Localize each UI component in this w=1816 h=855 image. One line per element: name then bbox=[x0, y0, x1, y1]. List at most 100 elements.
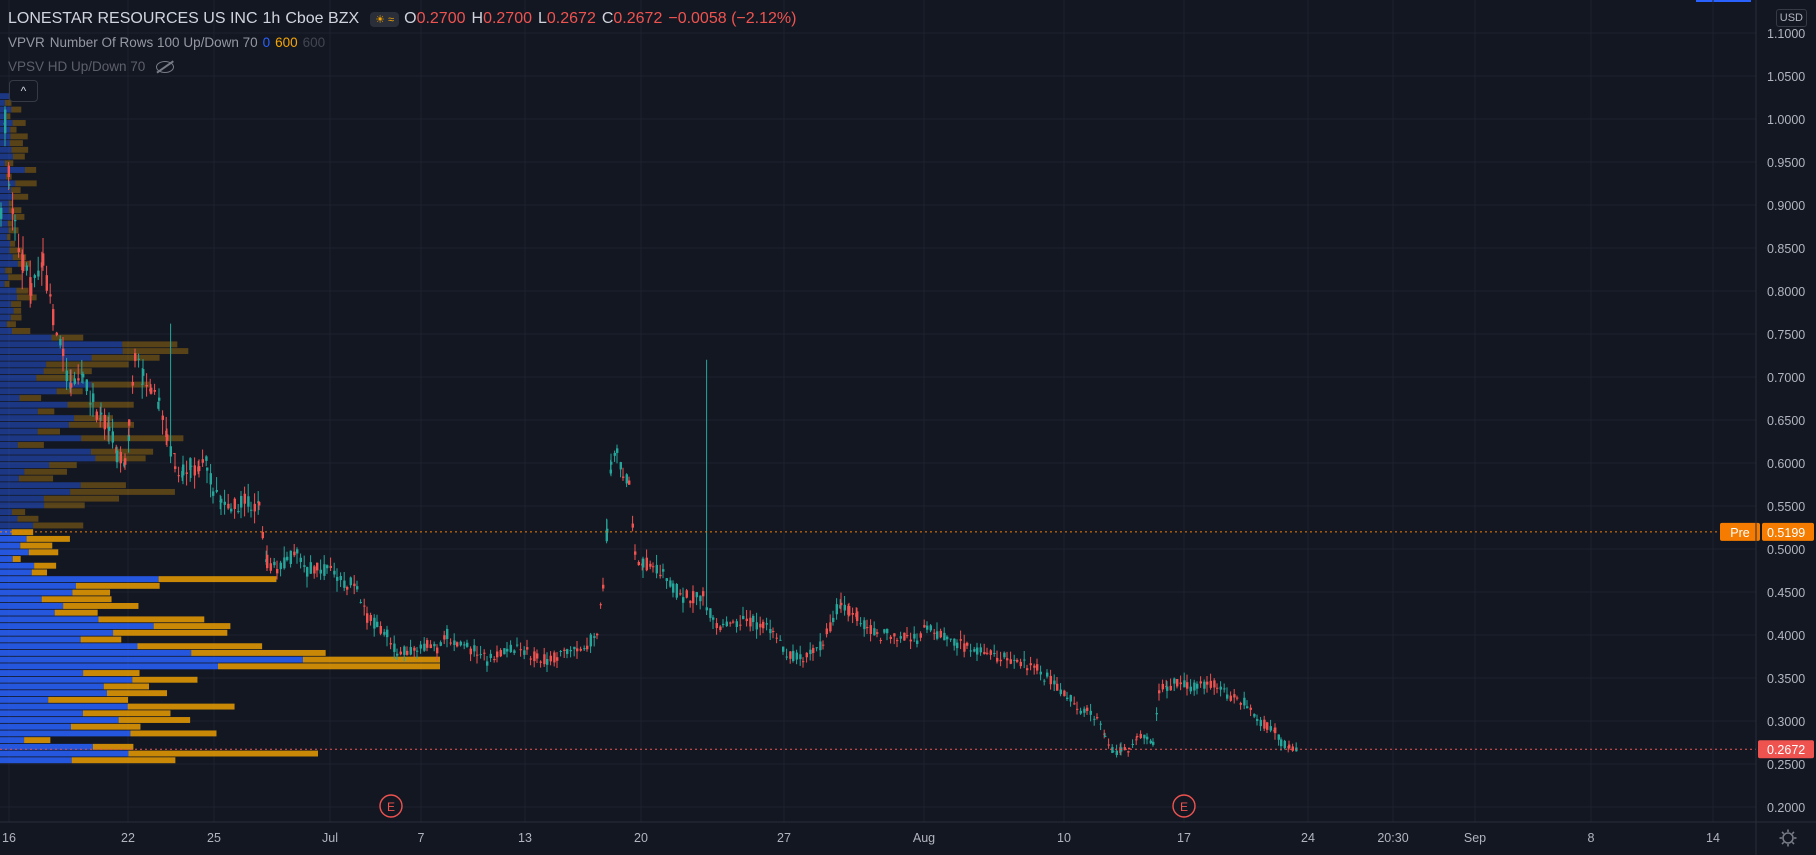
candle bbox=[476, 646, 479, 664]
candle-body bbox=[913, 633, 916, 639]
settings-gear-icon[interactable] bbox=[1779, 829, 1797, 847]
vp-up-bar bbox=[0, 730, 131, 737]
vp-down-bar bbox=[10, 314, 22, 321]
candle bbox=[55, 331, 58, 337]
candle-body bbox=[819, 641, 822, 651]
candle-body bbox=[25, 265, 28, 271]
eye-hidden-icon[interactable] bbox=[156, 60, 175, 73]
vpvr-value-up: 0 bbox=[262, 35, 271, 50]
time-tick-label: 8 bbox=[1588, 831, 1595, 845]
candle bbox=[1206, 676, 1209, 693]
candle-body bbox=[613, 452, 616, 456]
candle-body bbox=[82, 374, 85, 378]
candle-body bbox=[1229, 695, 1232, 701]
candle-body bbox=[233, 498, 236, 509]
price-tick-label: 0.6000 bbox=[1767, 457, 1805, 471]
candle-body bbox=[715, 623, 718, 629]
candle-body bbox=[333, 570, 336, 575]
candle bbox=[1036, 658, 1039, 675]
vp-up-bar bbox=[0, 421, 69, 428]
candle-body bbox=[735, 621, 738, 627]
vp-up-bar bbox=[0, 180, 16, 187]
candle-body bbox=[966, 642, 969, 646]
candle-body bbox=[1219, 686, 1222, 690]
vpsv-legend[interactable]: VPSV HD Up/Down 70 bbox=[8, 59, 179, 74]
candle-body bbox=[899, 636, 902, 639]
candle bbox=[516, 637, 519, 648]
vp-up-bar bbox=[0, 455, 96, 462]
vpvr-legend[interactable]: VPVR Number Of Rows 100 Up/Down 70 0 600… bbox=[8, 35, 330, 50]
candle-body bbox=[349, 577, 352, 586]
price-axis[interactable]: 1.1000 1.0500 1.0000 0.9500 0.9000 0.8500 0.80… bbox=[1755, 0, 1805, 855]
candle-body bbox=[625, 474, 628, 484]
candle-body bbox=[983, 651, 986, 655]
candle-body bbox=[150, 387, 153, 394]
vp-down-bar bbox=[103, 683, 150, 690]
candle-body bbox=[1063, 690, 1066, 696]
candle bbox=[399, 646, 402, 656]
candle bbox=[606, 519, 609, 542]
candle bbox=[379, 621, 382, 636]
candle-body bbox=[409, 647, 412, 655]
candle bbox=[406, 646, 409, 656]
candle bbox=[185, 460, 188, 486]
candle bbox=[261, 526, 264, 540]
candle-body bbox=[956, 642, 959, 649]
vp-up-bar bbox=[0, 354, 92, 361]
candle bbox=[655, 554, 658, 579]
candle bbox=[1136, 733, 1139, 739]
candle bbox=[25, 262, 28, 276]
candle-body bbox=[1209, 680, 1212, 688]
interval[interactable]: 1h bbox=[262, 10, 281, 27]
candle bbox=[103, 408, 106, 440]
candle-body bbox=[37, 270, 40, 277]
time-tick-label: 24 bbox=[1301, 831, 1315, 845]
candle-body bbox=[973, 649, 976, 652]
candle-body bbox=[476, 654, 479, 656]
candle bbox=[573, 646, 576, 657]
candle-body bbox=[631, 523, 634, 528]
candle-body bbox=[859, 623, 862, 625]
vp-up-bar bbox=[0, 482, 81, 489]
candle-body bbox=[949, 638, 952, 640]
candle bbox=[309, 555, 312, 574]
vp-up-bar bbox=[0, 442, 18, 448]
candle-body bbox=[943, 632, 946, 641]
vp-up-bar bbox=[0, 448, 91, 455]
vp-down-bar bbox=[56, 388, 83, 395]
price-tick-label: 0.5500 bbox=[1767, 500, 1805, 514]
price-tick-label: 0.5000 bbox=[1767, 543, 1805, 557]
candle bbox=[583, 645, 586, 651]
vp-up-bar bbox=[0, 582, 76, 589]
candle-body bbox=[1196, 683, 1199, 689]
vp-down-bar bbox=[90, 448, 154, 455]
earnings-marker[interactable]: E bbox=[1172, 794, 1196, 818]
candle-body bbox=[682, 597, 685, 603]
earnings-marker[interactable]: E bbox=[379, 794, 403, 818]
candle bbox=[625, 473, 628, 488]
collapse-legend-button[interactable]: ^ bbox=[9, 80, 38, 102]
candle bbox=[742, 606, 745, 620]
candle bbox=[473, 639, 476, 657]
time-tick-label: Sep bbox=[1464, 831, 1486, 845]
candle bbox=[303, 555, 306, 573]
candle bbox=[1213, 678, 1216, 695]
candle bbox=[619, 461, 622, 478]
symbol-name[interactable]: LONESTAR RESOURCES US INC bbox=[8, 10, 258, 27]
candle-body bbox=[1039, 671, 1042, 675]
vp-up-bar bbox=[0, 428, 38, 435]
candle-body bbox=[134, 353, 137, 361]
candle bbox=[503, 648, 506, 655]
time-axis[interactable]: 16 22 25 Jul 7 13 20 27 Aug 10 17 24 20:30 Sep 8 14 bbox=[0, 821, 1816, 847]
candle bbox=[30, 277, 33, 304]
currency-button[interactable]: USD bbox=[1775, 9, 1807, 27]
vp-down-bar bbox=[11, 327, 31, 334]
status-badge[interactable]: ☀ ≈ bbox=[370, 11, 400, 27]
candle-body bbox=[14, 219, 17, 222]
candle-body bbox=[99, 418, 102, 420]
top-accent bbox=[1696, 0, 1751, 2]
candle-body bbox=[772, 630, 775, 632]
